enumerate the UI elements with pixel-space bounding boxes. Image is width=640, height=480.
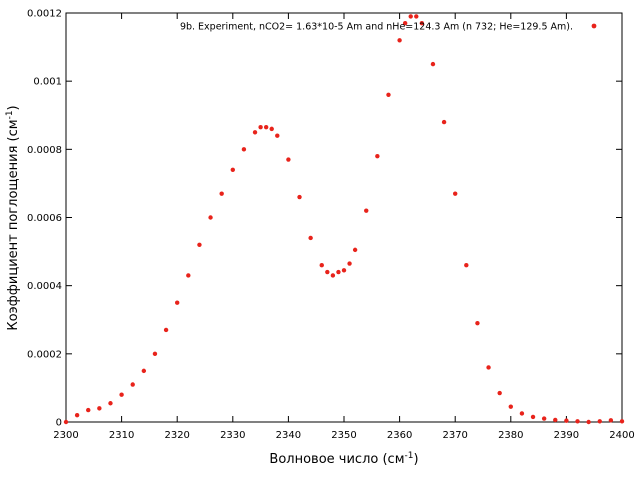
data-point (152, 351, 158, 357)
data-point (575, 419, 580, 424)
data-point (130, 382, 135, 387)
data-point (597, 419, 602, 424)
data-point (347, 261, 352, 266)
data-point (297, 194, 302, 200)
x-tick-label: 2300 (53, 430, 78, 441)
data-point (464, 263, 469, 268)
x-tick-label: 2350 (331, 430, 356, 441)
data-point (330, 273, 336, 278)
data-point (258, 124, 263, 130)
data-point (252, 130, 258, 135)
data-point (186, 273, 191, 278)
data-point (97, 406, 102, 411)
x-tick-label: 2340 (276, 430, 301, 441)
x-tick-label: 2390 (554, 430, 579, 441)
y-tick-label: 0.0006 (27, 213, 62, 224)
data-point (408, 14, 413, 19)
x-axis-label-sup: -1 (405, 451, 414, 461)
data-point (541, 416, 547, 421)
data-point (336, 269, 341, 275)
legend-marker (591, 23, 597, 29)
data-point (163, 327, 169, 333)
data-point (414, 14, 419, 19)
data-point (352, 247, 358, 253)
data-point (497, 390, 502, 396)
y-axis-label-main: Коэффициент поглощения (см (6, 119, 21, 330)
legend-label: 9b. Experiment, nCO2= 1.63*10-5 Am and n… (180, 22, 573, 33)
data-point (402, 21, 408, 26)
y-axis-label-tail: ) (6, 105, 21, 110)
data-point (108, 401, 113, 406)
x-tick-label: 2400 (609, 430, 634, 441)
data-point (269, 126, 274, 132)
data-point (319, 263, 324, 268)
data-point (486, 365, 491, 370)
x-tick-label: 2370 (442, 430, 467, 441)
data-point (325, 269, 330, 275)
y-axis-label: Коэффициент поглощения (см-1) (5, 105, 21, 330)
x-axis-label: Волновое число (см-1) (269, 451, 418, 467)
y-tick-label: 0.0012 (27, 9, 62, 20)
data-point (86, 407, 91, 413)
legend: 9b. Experiment, nCO2= 1.63*10-5 Am and n… (180, 22, 597, 33)
data-point (230, 167, 235, 172)
y-tick-label: 0.0002 (27, 349, 62, 360)
x-tick-label: 2310 (109, 430, 134, 441)
data-point (141, 368, 147, 374)
data-point (119, 392, 124, 397)
data-point (508, 404, 513, 409)
plot-frame (65, 12, 623, 423)
data-point (197, 242, 202, 247)
data-point (364, 208, 369, 213)
data-points (63, 14, 625, 425)
data-point (63, 419, 69, 425)
data-point (263, 124, 269, 130)
data-point (564, 418, 569, 423)
data-point (208, 215, 213, 220)
data-point (441, 119, 447, 125)
y-axis-label-sup: -1 (5, 110, 15, 119)
data-point (74, 412, 80, 418)
data-point (519, 411, 525, 416)
data-point (219, 191, 224, 196)
x-tick-label: 2320 (164, 430, 189, 441)
data-point (475, 320, 480, 326)
x-tick-label: 2330 (220, 430, 245, 441)
data-point (275, 133, 280, 138)
data-point (586, 419, 591, 425)
y-tick-label: 0.0008 (27, 145, 62, 156)
data-point (308, 235, 313, 241)
x-tick-label: 2380 (498, 430, 523, 441)
axis-ticks: 2300 2310 2320 2330 2340 2350 2360 2370 2380 2390… (27, 9, 635, 442)
data-point (553, 417, 558, 423)
x-axis-label-main: Волновое число (см (269, 452, 404, 467)
x-axis-label-tail: ) (413, 452, 418, 467)
x-tick-label: 2360 (387, 430, 412, 441)
data-point (175, 300, 180, 305)
data-point (375, 153, 380, 159)
data-point (241, 147, 247, 152)
data-point (286, 157, 291, 162)
data-point (530, 414, 536, 420)
data-point (608, 418, 614, 423)
data-point (453, 191, 458, 196)
data-point (419, 21, 425, 26)
y-tick-label: 0 (56, 418, 62, 429)
data-point (397, 38, 402, 43)
y-tick-label: 0.0004 (27, 281, 62, 292)
y-tick-label: 0.001 (33, 77, 62, 88)
data-point (341, 268, 347, 273)
data-point (619, 419, 625, 424)
data-point (430, 61, 436, 67)
data-point (386, 92, 391, 98)
